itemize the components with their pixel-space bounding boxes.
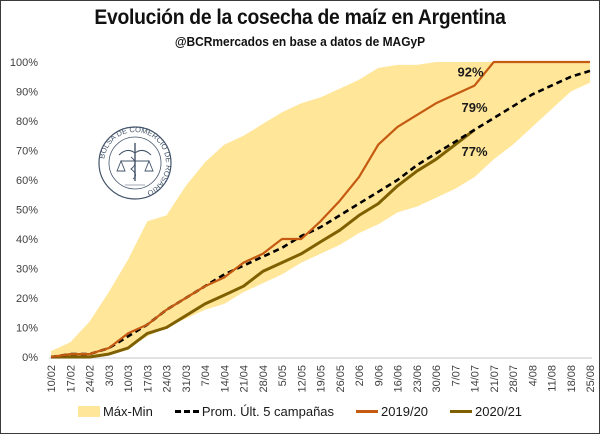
legend-item-average: Prom. Últ. 5 campañas [174,404,335,419]
x-tick-label: 19/05 [316,365,328,393]
x-tick-label: 11/08 [547,365,559,392]
y-tick-label: 50% [16,205,38,217]
y-tick-label: 20% [16,293,38,305]
bolsa-de-comercio-de-rosario-seal-icon: BOLSA DE COMERCIO DE ROSARIO [97,125,173,200]
chart-title: Evolución de la cosecha de maíz en Argen… [94,6,506,29]
x-tick-label: 14/07 [470,365,482,393]
x-tick-label: 18/08 [566,365,578,393]
x-tick-label: 26/05 [335,365,347,393]
legend-label: 2020/21 [475,404,523,419]
orange-line-swatch-icon [356,410,379,413]
x-tick-label: 5/05 [277,365,289,386]
legend-label: 2019/20 [381,404,429,419]
y-tick-label: 80% [16,116,38,128]
x-tick-label: 24/02 [85,365,97,393]
max-min-band [51,62,590,357]
y-tick-label: 100% [10,57,38,69]
y-tick-label: 90% [16,87,38,99]
x-tick-label: 17/02 [65,365,77,393]
legend-item-2019-20: 2019/20 [356,404,428,419]
average-series-line [50,69,591,359]
legend-label: Máx-Min [102,404,153,419]
x-tick-label: 30/06 [431,365,443,393]
x-tick-label: 12/05 [296,365,308,393]
x-tick-label: 31/03 [181,365,193,393]
legend-item-2020-21: 2020/21 [450,404,522,419]
y-tick-label: 10% [16,323,38,335]
x-tick-label: 10/02 [46,365,58,393]
y-tick-label: 30% [16,264,38,276]
x-tick-label: 28/07 [508,365,520,393]
legend-label: Prom. Últ. 5 campañas [201,404,335,419]
chart-subtitle: @BCRmercados en base a datos de MAGyP [174,34,426,49]
olive-line-swatch-icon [450,410,473,413]
x-tick-label: 17/03 [142,365,154,393]
x-tick-label: 2/06 [354,365,366,386]
x-tick-label: 16/06 [393,365,405,393]
x-tick-label: 9/06 [373,365,385,386]
data-label: 79% [461,100,487,115]
y-tick-label: 70% [16,146,38,158]
x-tick-label: 7/07 [450,365,462,386]
x-tick-label: 7/04 [200,365,212,386]
dashed-line-swatch-icon [174,410,199,413]
data-label: 77% [461,144,487,159]
x-tick-label: 3/03 [104,365,116,386]
x-tick-label: 25/08 [585,365,597,393]
y-tick-label: 60% [16,175,38,187]
x-tick-label: 4/08 [527,365,539,386]
y-tick-label: 0% [22,352,38,364]
y-tick-label: 40% [16,234,38,246]
x-tick-label: 24/03 [162,365,174,393]
x-tick-label: 23/06 [412,365,424,393]
x-tick-label: 21/07 [489,365,501,393]
legend: Máx-Min Prom. Últ. 5 campañas 2019/20 20… [0,404,600,419]
band-swatch-icon [77,406,100,417]
series-2020-21-line [51,128,476,359]
x-tick-label: 10/03 [123,365,135,393]
data-label: 92% [457,65,483,80]
legend-item-max-min: Máx-Min [77,404,153,419]
x-tick-label: 14/04 [219,365,231,393]
x-tick-label: 28/04 [258,365,270,393]
series-2019-20-line [50,60,590,359]
x-tick-label: 21/04 [239,365,251,393]
